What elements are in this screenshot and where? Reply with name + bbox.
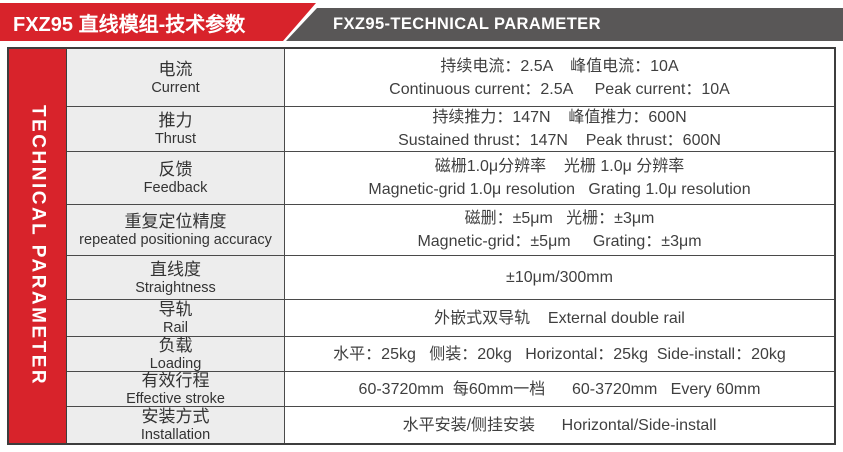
row-value-line-en: Magnetic-grid 1.0μ resolution Grating 1.…	[368, 181, 751, 198]
parameter-table: TECHNICAL PARAMETER 电流 Current 持续电流：2.5A…	[7, 47, 836, 445]
row-label: 负载 Loading	[67, 336, 285, 372]
header-en-title: FXZ95-TECHNICAL PARAMETER	[333, 15, 601, 33]
table-row-rail: 导轨 Rail 外嵌式双导轨 External double rail	[67, 300, 834, 337]
row-label: 推力 Thrust	[67, 107, 285, 151]
row-label-zh: 有效行程	[141, 371, 210, 390]
table-row-loading: 负载 Loading 水平：25kg 侧装：20kg Horizontal：25…	[67, 336, 834, 372]
table-row-thrust: 推力 Thrust 持续推力：147N 峰值推力：600N Sustained …	[67, 107, 834, 152]
row-value-line-en: Continuous current：2.5A Peak current：10A	[389, 80, 730, 98]
row-value-line: 外嵌式双导轨 External double rail	[434, 309, 685, 327]
row-label-zh: 直线度	[150, 259, 201, 279]
table-row-straightness: 直线度 Straightness ±10μm/300mm	[67, 256, 834, 300]
row-value: 水平安装/侧挂安装 Horizontal/Side-install	[285, 407, 834, 443]
row-label-zh: 电流	[158, 59, 193, 79]
header-zh-title: FXZ95 直线模组-技术参数	[13, 13, 246, 36]
row-label-en: Current	[151, 79, 200, 96]
row-value-line-zh: 持续推力：147N 峰值推力：600N	[432, 109, 687, 126]
row-label: 有效行程 Effective stroke	[67, 371, 285, 407]
row-value: 60-3720mm 每60mm一档 60-3720mm Every 60mm	[285, 372, 834, 406]
row-label: 反馈 Feedback	[67, 152, 285, 204]
row-value-line-en: Magnetic-grid：±5μm Grating：±3μm	[417, 233, 702, 250]
table-row-repeated-positioning-accuracy: 重复定位精度 repeated positioning accuracy 磁删：…	[67, 205, 834, 256]
row-value-line: 水平：25kg 侧装：20kg Horizontal：25kg Side-ins…	[333, 345, 786, 363]
row-label: 电流 Current	[67, 49, 285, 106]
row-label-en: Straightness	[135, 279, 216, 296]
row-value-line-zh: 持续电流：2.5A 峰值电流：10A	[440, 57, 679, 75]
row-value-line-zh: 磁删：±5μm 光栅：±3μm	[464, 210, 655, 227]
row-value: 持续电流：2.5A 峰值电流：10A Continuous current：2.…	[285, 49, 834, 106]
row-label-en: Feedback	[143, 180, 208, 196]
row-value: 持续推力：147N 峰值推力：600N Sustained thrust：147…	[285, 107, 834, 151]
row-value: 磁栅1.0μ分辨率 光栅 1.0μ 分辨率 Magnetic-grid 1.0μ…	[285, 152, 834, 204]
header-zh-box: FXZ95 直线模组-技术参数	[0, 3, 316, 41]
row-label: 直线度 Straightness	[67, 256, 285, 299]
table-row-feedback: 反馈 Feedback 磁栅1.0μ分辨率 光栅 1.0μ 分辨率 Magnet…	[67, 152, 834, 205]
row-value: 外嵌式双导轨 External double rail	[285, 300, 834, 336]
row-value-line: 水平安装/侧挂安装 Horizontal/Side-install	[402, 416, 717, 434]
row-value-line-zh: 磁栅1.0μ分辨率 光栅 1.0μ 分辨率	[434, 158, 685, 175]
row-label: 导轨 Rail	[67, 300, 285, 336]
row-label-zh: 导轨	[158, 300, 193, 319]
side-banner-label: TECHNICAL PARAMETER	[27, 105, 49, 387]
row-value: ±10μm/300mm	[285, 256, 834, 299]
row-label-en: repeated positioning accuracy	[79, 232, 272, 248]
row-label-zh: 反馈	[158, 160, 193, 179]
table-row-installation: 安装方式 Installation 水平安装/侧挂安装 Horizontal/S…	[67, 407, 834, 443]
row-label-zh: 安装方式	[141, 407, 210, 426]
side-banner: TECHNICAL PARAMETER	[9, 49, 67, 443]
row-label-en: Effective stroke	[126, 391, 225, 407]
row-label-zh: 负载	[158, 336, 193, 355]
row-label-en: Loading	[149, 356, 202, 372]
table-row-current: 电流 Current 持续电流：2.5A 峰值电流：10A Continuous…	[67, 49, 834, 107]
row-value: 磁删：±5μm 光栅：±3μm Magnetic-grid：±5μm Grati…	[285, 205, 834, 255]
row-label-zh: 推力	[158, 111, 193, 130]
row-value: 水平：25kg 侧装：20kg Horizontal：25kg Side-ins…	[285, 337, 834, 371]
header-en-bar: FXZ95-TECHNICAL PARAMETER	[286, 8, 843, 41]
row-label: 重复定位精度 repeated positioning accuracy	[67, 205, 285, 255]
row-value-line: ±10μm/300mm	[506, 269, 613, 286]
row-label-en: Thrust	[154, 131, 197, 147]
row-label-en: Installation	[140, 427, 211, 443]
row-value-line: 60-3720mm 每60mm一档 60-3720mm Every 60mm	[358, 380, 761, 398]
table-row-effective-stroke: 有效行程 Effective stroke 60-3720mm 每60mm一档 …	[67, 371, 834, 407]
table-rows: 电流 Current 持续电流：2.5A 峰值电流：10A Continuous…	[67, 49, 834, 443]
row-label-zh: 重复定位精度	[124, 212, 227, 231]
row-value-line-en: Sustained thrust：147N Peak thrust：600N	[398, 132, 721, 149]
row-label-en: Rail	[163, 320, 188, 336]
row-label: 安装方式 Installation	[67, 407, 285, 443]
